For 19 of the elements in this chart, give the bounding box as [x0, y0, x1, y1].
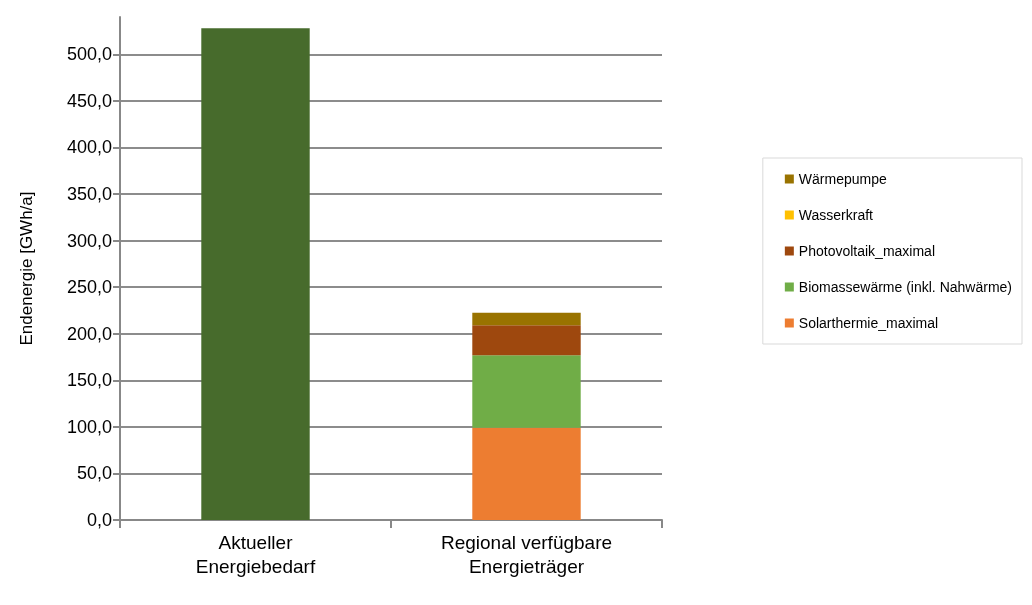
y-tick-label: 300,0 [66, 230, 112, 251]
y-tick-label: 200,0 [66, 323, 112, 344]
y-tick-label: 350,0 [66, 183, 112, 204]
y-tick-label: 0,0 [86, 510, 112, 530]
legend-label: Solarthermie_maximal [798, 315, 939, 331]
y-tick-label: 500,0 [66, 44, 112, 65]
y-tick-label: 450,0 [66, 90, 112, 111]
x-tick-label: Aktueller Energiebedarf [195, 531, 316, 577]
legend-label: Photovoltaik_maximal [798, 243, 936, 259]
legend-label: Wasserkraft [798, 207, 874, 223]
y-tick-label: 150,0 [66, 370, 112, 391]
legend-label: Wärmepumpe [798, 171, 887, 187]
legend-label: Biomassewärme (inkl. Nahwärme) [798, 279, 1013, 295]
y-tick-label: 250,0 [66, 277, 112, 298]
x-tick-label: Regional verfügbare Energieträger [440, 531, 613, 577]
y-axis-title: Endenergie [GWh/a] [17, 191, 36, 346]
y-tick-label: 100,0 [66, 416, 112, 437]
y-tick-label: 50,0 [76, 463, 112, 484]
y-tick-label: 400,0 [66, 137, 112, 158]
